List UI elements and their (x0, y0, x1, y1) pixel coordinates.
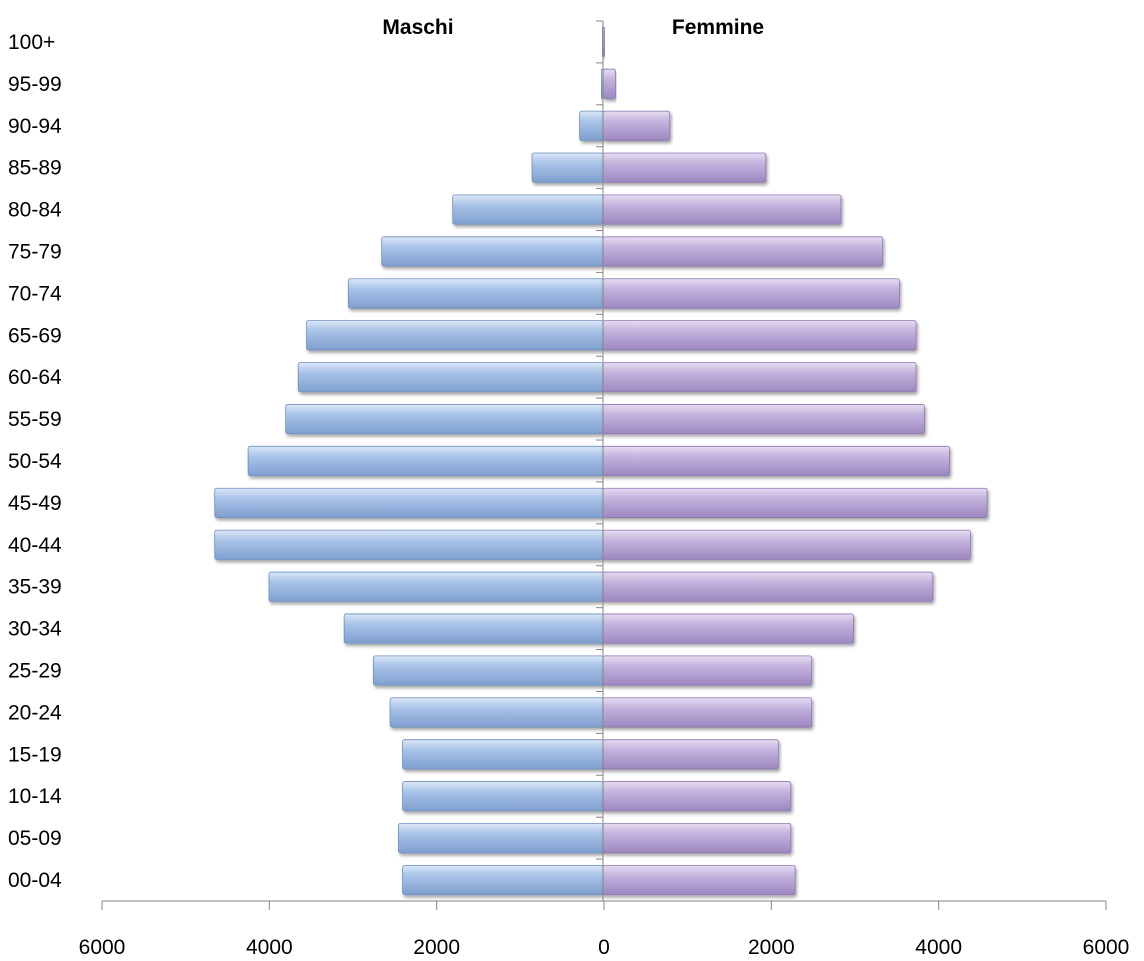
bar-femmine-75-79 (602, 236, 884, 267)
bar-femmine-70-74 (602, 278, 900, 309)
bar-femmine-10-14 (602, 781, 792, 812)
bar-femmine-00-04 (602, 864, 796, 896)
bar-maschi-30-34 (343, 613, 604, 644)
x-tick-label-0: 6000 (79, 936, 126, 959)
age-label-75-79: 75-79 (8, 240, 62, 263)
bar-maschi-65-69 (306, 320, 604, 351)
bar-maschi-80-84 (452, 194, 604, 225)
series-label-maschi: Maschi (382, 16, 453, 39)
bar-maschi-70-74 (347, 278, 604, 309)
axes-layer: 6000 4000 2000 0 2000 4000 6000 (79, 20, 1130, 959)
bar-femmine-90-94 (602, 110, 671, 141)
age-label-30-34: 30-34 (8, 618, 62, 641)
bar-femmine-50-54 (602, 445, 950, 477)
age-label-90-94: 90-94 (8, 115, 62, 138)
age-group-labels: 00-04 05-09 10-14 15-19 20-24 25-29 30-34 35-39… (8, 31, 62, 892)
bar-femmine-05-09 (602, 823, 792, 854)
bar-maschi-45-49 (214, 487, 604, 518)
age-label-55-59: 55-59 (8, 408, 62, 431)
bar-maschi-75-79 (381, 236, 604, 267)
x-tick-label-3: 0 (598, 936, 610, 959)
x-tick-label-2: 2000 (413, 936, 460, 959)
age-label-100+: 100+ (8, 31, 55, 54)
age-label-20-24: 20-24 (8, 701, 62, 724)
bar-maschi-60-64 (297, 362, 604, 393)
age-label-25-29: 25-29 (8, 660, 62, 683)
age-label-15-19: 15-19 (8, 743, 62, 766)
bar-maschi-05-09 (398, 823, 604, 854)
age-label-85-89: 85-89 (8, 157, 62, 180)
age-label-50-54: 50-54 (8, 450, 62, 473)
age-label-60-64: 60-64 (8, 366, 62, 389)
x-tick-label-4: 2000 (748, 936, 795, 959)
bar-femmine-40-44 (602, 529, 971, 560)
age-label-05-09: 05-09 (8, 827, 62, 850)
bar-maschi-40-44 (214, 529, 604, 560)
bar-maschi-25-29 (372, 655, 604, 686)
bar-femmine-95-99 (602, 68, 616, 99)
bar-femmine-80-84 (602, 194, 842, 225)
bar-maschi-20-24 (389, 697, 604, 728)
age-label-45-49: 45-49 (8, 492, 62, 515)
bar-femmine-30-34 (602, 613, 854, 644)
bar-femmine-20-24 (602, 697, 813, 728)
bar-femmine-35-39 (602, 571, 934, 602)
x-tick-label-5: 4000 (915, 936, 962, 959)
bar-femmine-65-69 (602, 320, 917, 351)
bar-maschi-90-94 (579, 110, 604, 141)
age-label-40-44: 40-44 (8, 534, 62, 557)
bar-femmine-45-49 (602, 487, 988, 518)
bar-maschi-85-89 (531, 152, 604, 183)
x-tick-label-6: 6000 (1083, 936, 1130, 959)
age-label-65-69: 65-69 (8, 324, 62, 347)
age-label-00-04: 00-04 (8, 869, 62, 892)
bar-maschi-35-39 (268, 571, 604, 602)
age-label-95-99: 95-99 (8, 73, 62, 96)
bars-layer (214, 26, 988, 896)
bar-maschi-55-59 (285, 404, 604, 435)
x-tick-label-1: 4000 (246, 936, 293, 959)
bar-maschi-15-19 (402, 739, 604, 770)
bar-femmine-55-59 (602, 404, 925, 435)
series-label-femmine: Femmine (672, 16, 764, 39)
age-label-35-39: 35-39 (8, 576, 62, 599)
age-label-70-74: 70-74 (8, 282, 62, 305)
bar-femmine-60-64 (602, 362, 917, 393)
age-label-80-84: 80-84 (8, 199, 62, 222)
bar-maschi-00-04 (402, 864, 604, 896)
bar-femmine-85-89 (602, 152, 767, 183)
bar-femmine-15-19 (602, 739, 779, 770)
age-label-10-14: 10-14 (8, 785, 62, 808)
bar-femmine-25-29 (602, 655, 813, 686)
bar-maschi-50-54 (247, 445, 604, 477)
bar-maschi-10-14 (402, 781, 604, 812)
